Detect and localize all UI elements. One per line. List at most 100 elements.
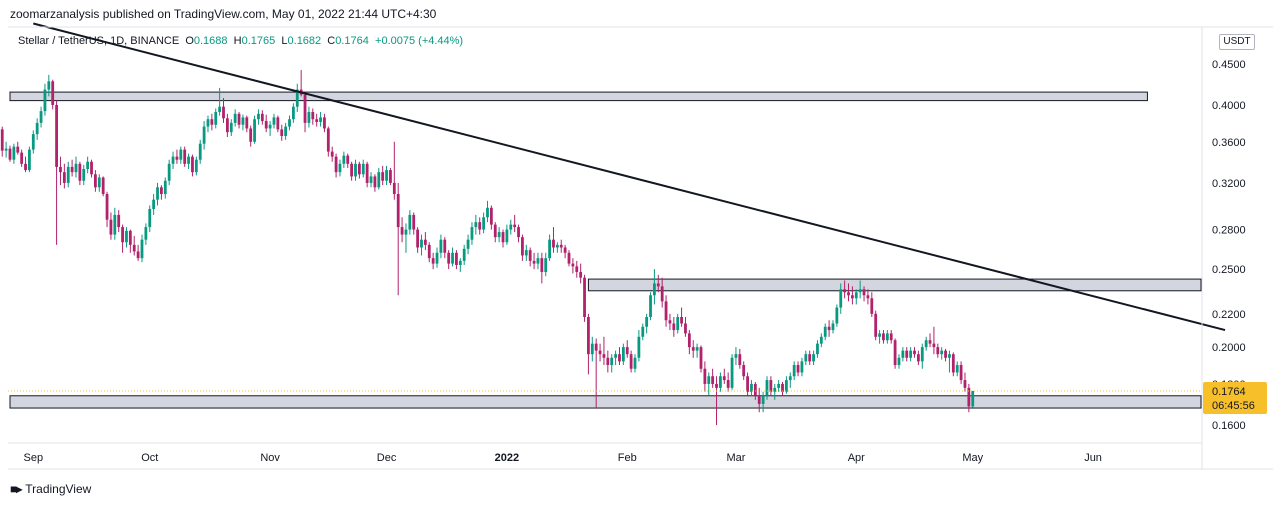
candle-body [948, 354, 951, 358]
candle-body [645, 317, 649, 327]
candle-2021-10-02 [152, 194, 156, 215]
price-axis: 0.4500 0.4000 0.3600 0.3200 0.2800 0.2500 0.22… [8, 26, 1273, 470]
candle-2022-02-02 [629, 350, 633, 373]
candle-2021-11-18 [334, 153, 338, 178]
candle-body [291, 106, 295, 120]
y-tick-label: 0.2000 [1212, 342, 1246, 354]
candle-2022-04-04 [866, 289, 870, 305]
candle-body [148, 208, 152, 228]
candle-body [179, 149, 183, 160]
currency-badge[interactable]: USDT [1219, 34, 1255, 50]
candle-2021-11-01 [268, 121, 272, 136]
candle-2021-09-07 [55, 100, 58, 245]
candle-2021-09-08 [59, 156, 62, 186]
line-layer [8, 22, 1226, 392]
candle-2022-04-07 [878, 330, 881, 344]
candle-body [738, 354, 742, 366]
candle-body [470, 227, 474, 240]
candle-2021-11-12 [311, 108, 315, 125]
candle-body [722, 376, 726, 381]
candle-2022-04-14 [905, 347, 909, 362]
candle-2022-02-21 [703, 361, 707, 392]
candle-body [676, 317, 680, 331]
candle-2021-12-18 [451, 247, 454, 267]
candle-2022-04-23 [940, 347, 944, 360]
candle-2022-04-12 [897, 354, 901, 369]
candle-body [90, 161, 93, 175]
candle-2021-12-28 [489, 205, 493, 230]
candle-body [140, 239, 144, 259]
candle-body [47, 81, 51, 90]
candle-2022-03-31 [850, 286, 854, 305]
candle-2021-09-24 [121, 224, 124, 253]
candle-body [435, 252, 439, 264]
candle-2021-12-23 [470, 222, 474, 245]
candle-body [540, 258, 544, 272]
candle-body [781, 383, 784, 392]
candle-2022-02-28 [730, 354, 734, 390]
candle-body [598, 350, 602, 355]
candle-body [191, 156, 194, 173]
candle-body [769, 380, 773, 392]
candle-body [823, 326, 827, 337]
candle-body [326, 128, 330, 152]
candle-2021-12-31 [501, 229, 505, 248]
candle-body [66, 166, 70, 183]
candle-body [893, 340, 897, 366]
high-label: H [233, 35, 242, 47]
candle-body [78, 163, 82, 181]
candle-2022-01-28 [610, 354, 614, 373]
candle-body [70, 166, 74, 173]
candle-2021-12-01 [385, 165, 388, 186]
candle-body [916, 354, 920, 362]
candle-body [862, 289, 866, 296]
candle-body [870, 298, 874, 314]
candle-2022-03-19 [804, 350, 808, 366]
candle-body [594, 343, 598, 351]
candle-2021-11-23 [354, 159, 357, 181]
change-value: +0.0075 (+4.44%) [375, 35, 464, 47]
candle-2022-04-02 [858, 280, 862, 299]
candle-2022-03-03 [742, 361, 746, 381]
candle-2021-11-19 [338, 159, 342, 177]
candle-body [536, 258, 540, 264]
candle-2022-02-17 [687, 330, 691, 355]
candle-body [889, 333, 893, 341]
candle-body [319, 117, 322, 122]
candle-body [792, 365, 796, 377]
candle-2021-12-14 [435, 247, 439, 268]
candle-body [276, 117, 280, 130]
candle-2022-01-04 [517, 224, 520, 243]
candle-body [35, 122, 39, 135]
candle-2022-03-07 [757, 387, 761, 413]
y-tick-label: 0.1600 [1212, 420, 1246, 432]
candle-2022-04-17 [916, 350, 920, 366]
candle-body [633, 357, 637, 369]
candle-2021-10-19 [218, 87, 222, 116]
candle-2021-11-02 [272, 113, 276, 129]
candle-2022-02-06 [645, 313, 649, 334]
footer-brand[interactable]: TradingView [25, 482, 92, 496]
candle-2021-11-17 [330, 146, 334, 162]
candle-2022-01-18 [571, 258, 575, 274]
candle-2021-09-28 [136, 244, 140, 261]
candle-2022-04-20 [928, 333, 932, 348]
candle-2021-11-15 [323, 113, 326, 133]
candle-2021-10-30 [260, 110, 264, 125]
candle-2021-10-15 [202, 121, 206, 150]
candle-body [940, 350, 944, 355]
candle-body [971, 390, 975, 407]
candle-2022-03-04 [746, 372, 749, 396]
candle-2022-01-12 [548, 234, 551, 261]
candle-body [268, 124, 272, 129]
candle-body [59, 166, 62, 173]
candle-body [303, 94, 307, 123]
candle-body [808, 354, 812, 362]
candle-body [167, 163, 171, 181]
candle-2021-10-18 [214, 108, 218, 129]
candle-2021-09-05 [47, 74, 51, 97]
candle-body [214, 112, 218, 125]
candle-body [590, 343, 594, 355]
candle-body [800, 361, 804, 373]
